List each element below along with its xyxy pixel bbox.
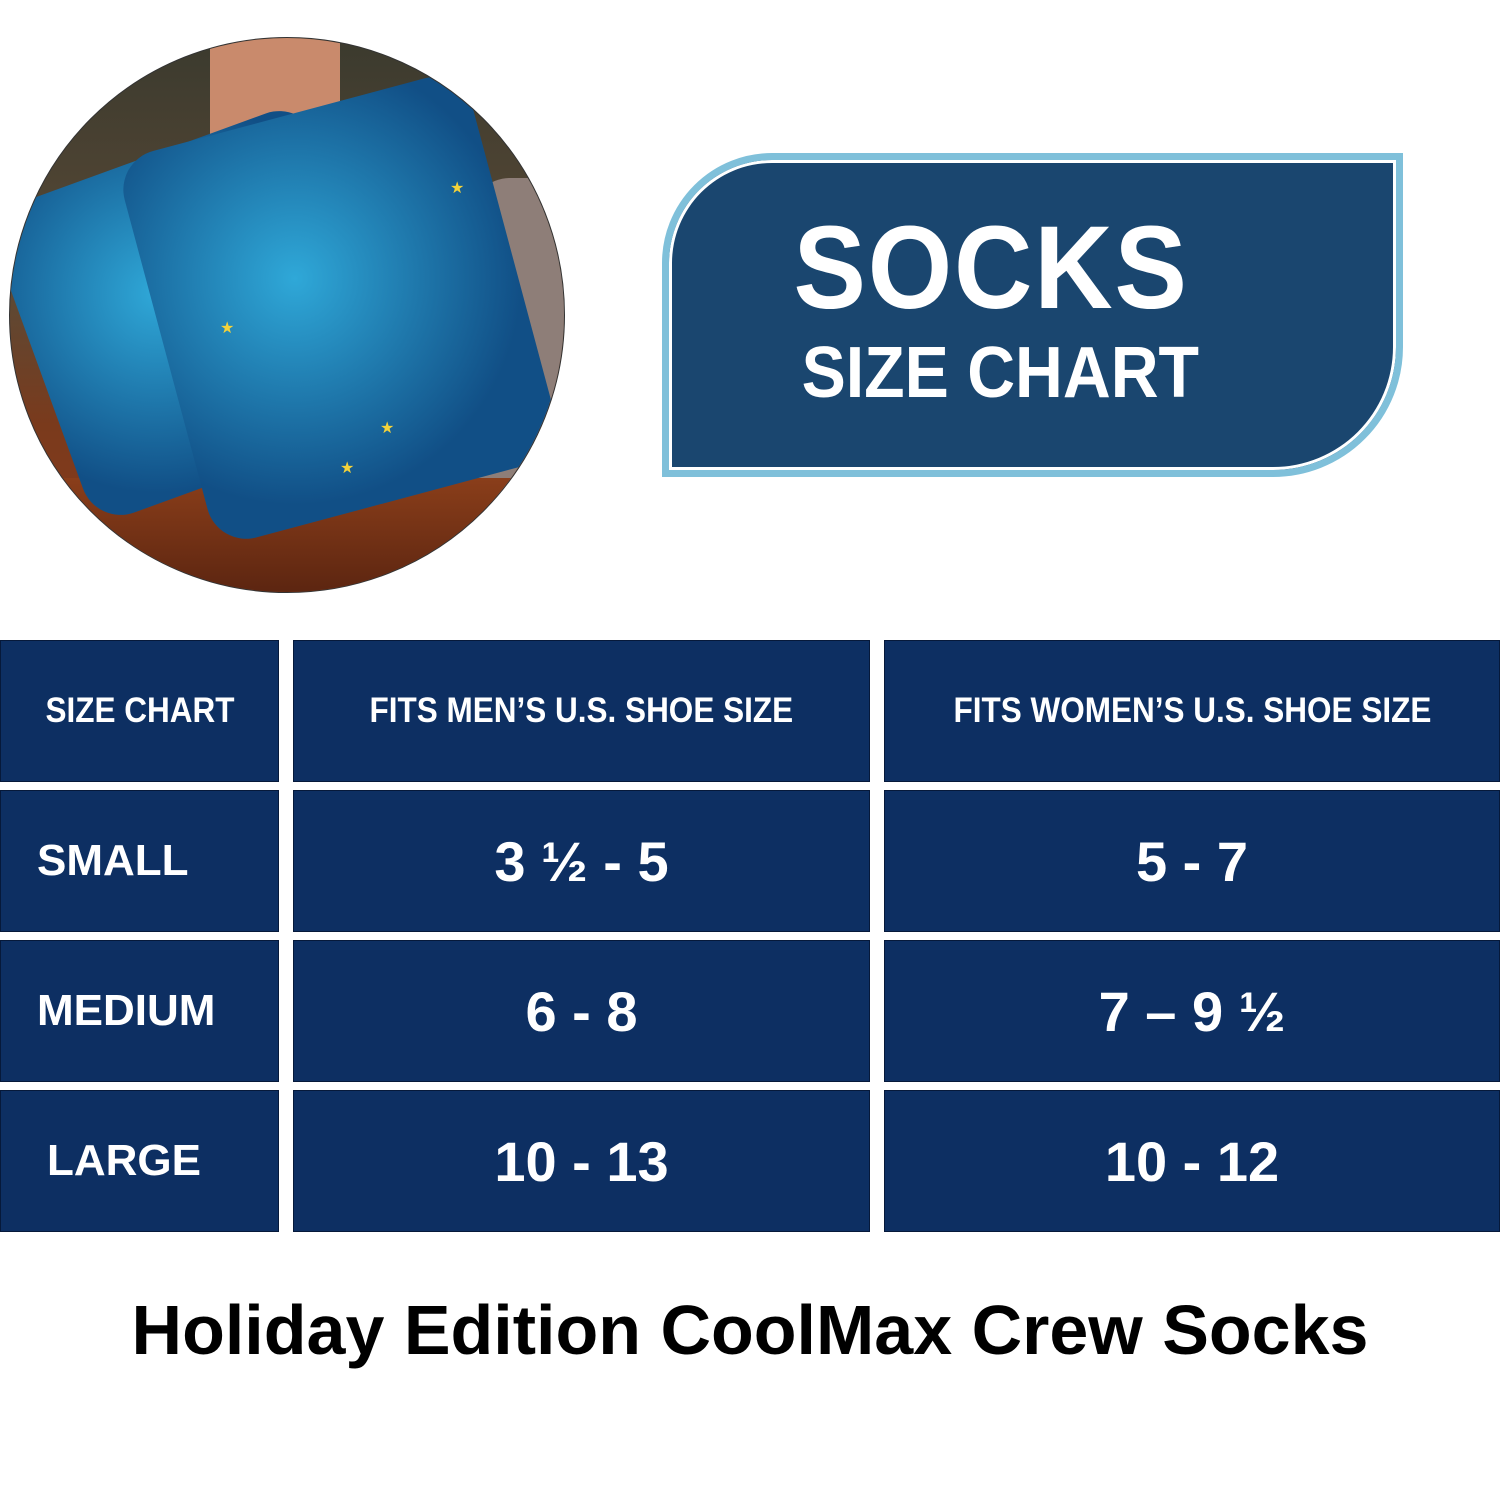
row-medium-women: 7 – 9 ½ (884, 940, 1500, 1082)
star-icon: ★ (220, 320, 235, 337)
row-large-women: 10 - 12 (884, 1090, 1500, 1232)
row-large-men: 10 - 13 (293, 1090, 870, 1232)
row-medium-men: 6 - 8 (293, 940, 870, 1082)
header-size-chart: SIZE CHART (0, 640, 279, 782)
subtitle: SIZE CHART (801, 333, 1200, 413)
row-medium-label: MEDIUM (0, 940, 279, 1082)
header-women: FITS WOMEN’S U.S. SHOE SIZE (884, 640, 1500, 782)
star-icon: ★ (450, 180, 465, 197)
row-large-label: LARGE (0, 1090, 279, 1232)
row-small-label: SMALL (0, 790, 279, 932)
row-small-men: 3 ½ - 5 (293, 790, 870, 932)
row-small-women: 5 - 7 (884, 790, 1500, 932)
product-name: Holiday Edition CoolMax Crew Socks (131, 1291, 1369, 1369)
title: SOCKS (793, 202, 1189, 334)
title-banner: SOCKS SIZE CHART (662, 153, 1403, 477)
header-men: FITS MEN’S U.S. SHOE SIZE (293, 640, 870, 782)
star-icon: ★ (380, 420, 395, 437)
socks-photo: ★ ★ ★ ★ (9, 37, 565, 593)
star-icon: ★ (340, 460, 355, 477)
